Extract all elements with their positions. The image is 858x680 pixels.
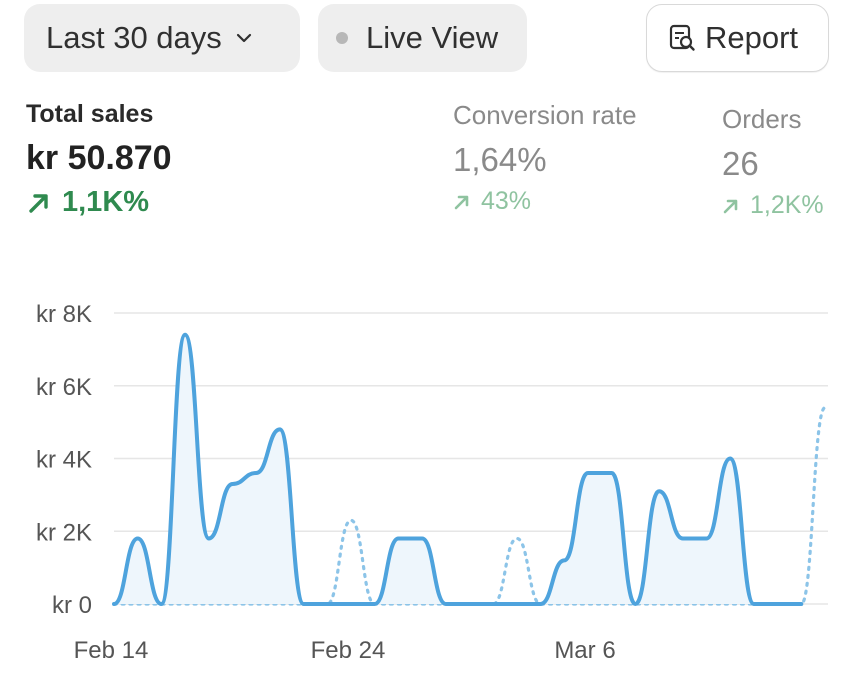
sales-series-line [112,332,804,606]
report-button[interactable]: Report [646,4,829,72]
metric-delta: 43% [453,187,637,216]
metric-value: 1,64% [453,141,547,178]
metric-label: Orders [722,104,802,134]
report-label: Report [705,20,799,55]
y-tick-label: kr 8K [36,301,92,328]
y-tick-label: kr 4K [36,447,92,474]
arrow-up-right-icon [26,190,52,216]
x-tick-label: Mar 6 [554,637,615,664]
metric-label: Total sales [26,100,154,128]
x-tick-label: Feb 24 [311,637,386,664]
metric-delta: 1,2K% [722,191,824,220]
arrow-up-right-icon [722,197,740,215]
date-range-label: Last 30 days [46,20,222,55]
metric-delta-value: 43% [481,187,532,215]
live-status-dot-icon [336,32,348,44]
metric-total-sales[interactable]: Total sales kr 50.870 1,1K% [26,100,172,219]
live-view-label: Live View [366,20,499,55]
metric-delta: 1,1K% [26,186,172,219]
metric-value: 26 [722,145,759,182]
report-search-icon [667,23,697,53]
x-tick-label: Feb 14 [74,637,149,664]
y-tick-label: kr 0 [52,592,92,619]
sales-series-area [114,334,802,604]
metric-value: kr 50.870 [26,139,172,177]
date-range-selector[interactable]: Last 30 days [24,4,300,72]
metric-label: Conversion rate [453,100,637,130]
metric-delta-value: 1,2K% [750,191,824,219]
metric-orders[interactable]: Orders 26 1,2K% [722,104,824,220]
chevron-down-icon [236,33,252,43]
y-tick-label: kr 6K [36,374,92,401]
toolbar: Last 30 days Live View Report [0,0,858,80]
arrow-up-right-icon [453,193,471,211]
y-tick-label: kr 2K [36,519,92,546]
metric-conversion-rate[interactable]: Conversion rate 1,64% 43% [453,100,637,216]
metric-delta-value: 1,1K% [62,186,150,218]
live-view-button[interactable]: Live View [318,4,527,72]
sales-chart[interactable]: kr 0 kr 2K kr 4K kr 6K kr 8K Feb 14 Feb 24 Mar … [0,280,858,680]
